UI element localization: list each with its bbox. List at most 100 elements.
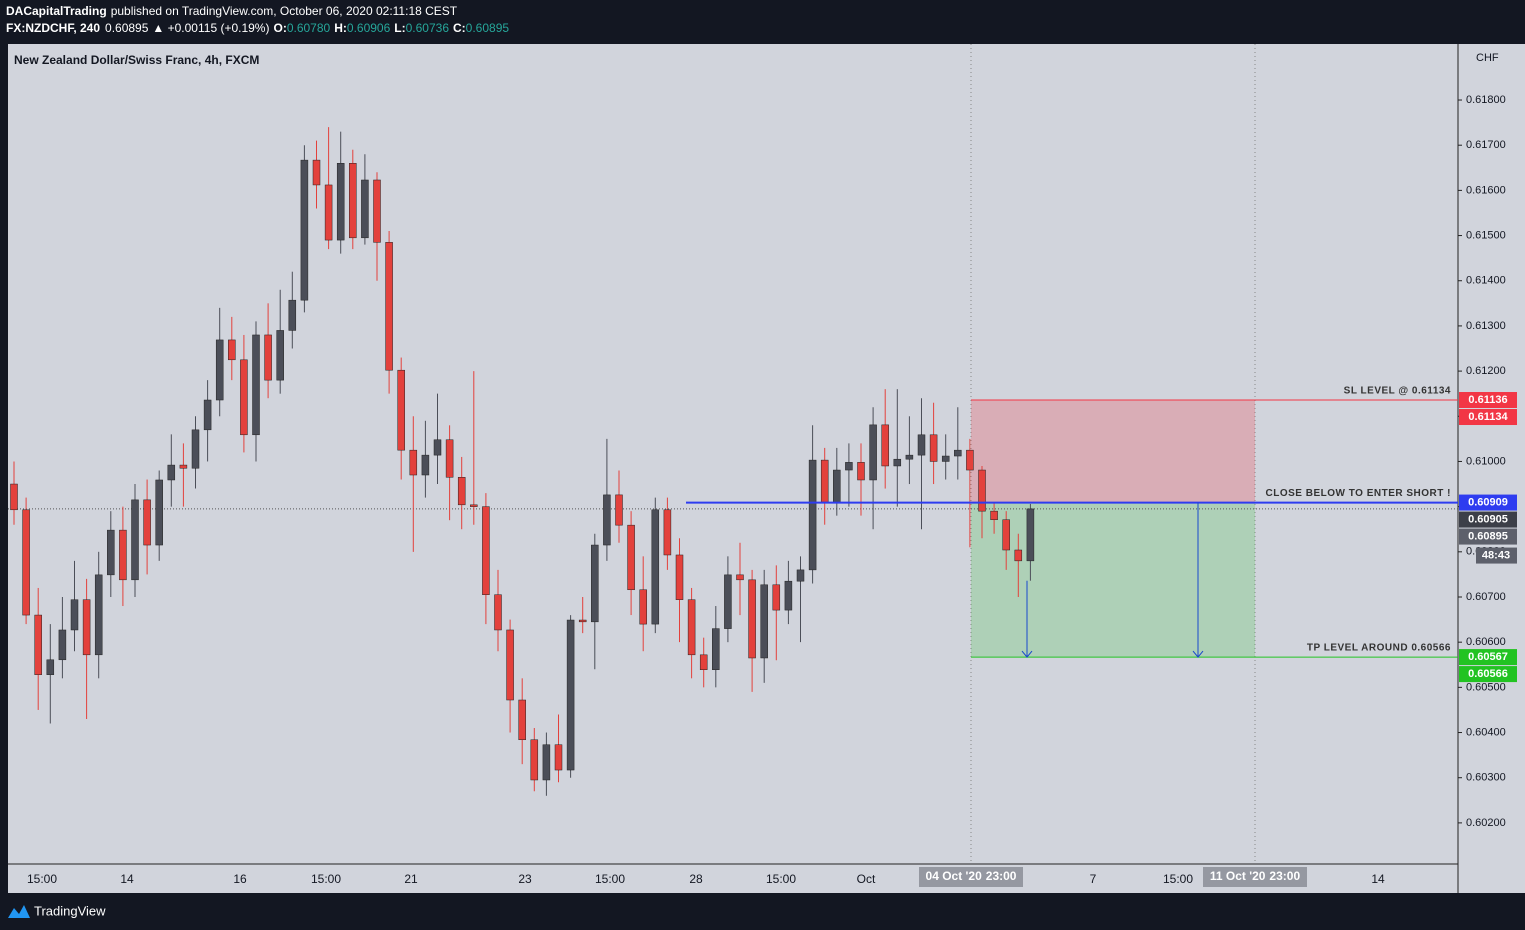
x-tick-label: 15:00 — [311, 872, 341, 886]
y-tick-label: 0.61000 — [1466, 455, 1506, 467]
x-tick-label: 15:00 — [595, 872, 625, 886]
ohlc-value: 0.60736 — [406, 21, 450, 35]
x-tick-label: 14 — [1371, 872, 1385, 886]
y-tick-label: 0.60700 — [1466, 591, 1506, 603]
candle-body — [494, 594, 502, 631]
candle-body — [1026, 508, 1035, 562]
candle-body — [966, 449, 974, 471]
countdown-tag — [1476, 547, 1517, 564]
candle-body — [591, 544, 599, 623]
y-tick-label: 0.60300 — [1466, 772, 1506, 784]
ohlc-key: L: — [394, 21, 405, 35]
candle-body — [70, 599, 79, 631]
candle-body — [228, 339, 236, 361]
candle-body — [869, 424, 877, 481]
candle-body — [82, 599, 91, 656]
ohlc-value: 0.60780 — [287, 21, 331, 35]
y-tick-label: 0.61600 — [1466, 184, 1506, 196]
candle-body — [639, 589, 647, 625]
candle-body — [252, 334, 260, 436]
price-tag-label: 0.60566 — [1468, 668, 1508, 680]
level-annotation: TP LEVEL AROUND 0.60566 — [1307, 643, 1451, 654]
candle-body — [905, 454, 914, 460]
candle-body — [470, 504, 478, 507]
candle-body — [421, 454, 430, 476]
candle-body — [385, 242, 393, 371]
candle-body — [699, 654, 708, 670]
x-tick-label: 15:00 — [27, 872, 57, 886]
candle-body — [929, 434, 938, 462]
candle-body — [107, 529, 115, 576]
candle-body — [10, 483, 18, 511]
price-tag — [1459, 666, 1517, 683]
candle-body — [361, 179, 369, 239]
candle-body — [506, 629, 514, 701]
candle-body — [167, 464, 176, 481]
candle-body — [324, 184, 333, 241]
candle-body — [542, 744, 551, 781]
candle-body — [397, 369, 405, 451]
candle-body — [566, 619, 575, 771]
y-tick-label: 0.60500 — [1466, 681, 1506, 693]
x-tick-label: 16 — [233, 872, 247, 886]
candle-body — [881, 424, 889, 467]
candle-body — [1002, 519, 1010, 551]
y-tick-label: 0.61800 — [1466, 94, 1506, 106]
candle-body — [22, 509, 30, 616]
price-tag — [1459, 409, 1517, 426]
candle-body — [712, 628, 720, 670]
candle-body — [845, 462, 853, 471]
candle-body — [954, 449, 962, 457]
range-date: 04 Oct '20 — [926, 869, 983, 883]
price-tag — [1459, 649, 1517, 666]
candle-body — [687, 599, 696, 656]
price-tag-label: 0.60909 — [1468, 496, 1508, 508]
candle-body — [603, 494, 611, 546]
range-time: 23:00 — [986, 869, 1017, 883]
candle-body — [833, 469, 841, 503]
price-tag — [1459, 528, 1517, 545]
header-bar — [0, 0, 1525, 44]
symbol: FX:NZDCHF, 240 — [6, 21, 100, 35]
change: ▲ +0.00115 (+0.19%) — [152, 21, 269, 35]
candle-body — [627, 524, 635, 591]
arrow-head — [1192, 650, 1204, 658]
candle-body — [651, 509, 660, 625]
range-date: 11 Oct '20 — [1210, 869, 1266, 883]
candle-body — [119, 529, 127, 581]
candle-body — [941, 455, 950, 462]
candle-body — [820, 459, 829, 503]
price-tag — [1459, 511, 1517, 528]
price-tag-label: 0.60905 — [1468, 513, 1508, 525]
candle-body — [578, 619, 587, 623]
plot-area — [8, 44, 1458, 864]
author: DACapitalTrading — [6, 4, 107, 18]
candle-body — [482, 506, 490, 595]
price-tag-label: 0.61134 — [1468, 411, 1508, 423]
y-tick-label: 0.61700 — [1466, 139, 1506, 151]
brand: TradingView — [34, 903, 106, 918]
candle-body — [554, 744, 563, 771]
arrow-head — [1021, 650, 1033, 658]
x-tick-label: 7 — [1090, 872, 1097, 886]
level-annotation: CLOSE BELOW TO ENTER SHORT ! — [1266, 488, 1451, 499]
ohlc-key: O: — [273, 21, 286, 35]
x-tick-label: 23 — [518, 872, 532, 886]
candle-body — [312, 159, 321, 186]
y-tick-label: 0.60600 — [1466, 636, 1506, 648]
x-tick-label: 28 — [689, 872, 703, 886]
candle-body — [203, 399, 212, 431]
candle-body — [917, 434, 926, 456]
header-line: DACapitalTrading published on TradingView… — [6, 4, 458, 18]
ohlc-value: 0.60906 — [347, 21, 391, 35]
candle-body — [300, 159, 309, 301]
candle-body — [857, 462, 865, 481]
candle-body — [288, 299, 297, 331]
candle-body — [990, 510, 998, 520]
header-line: FX:NZDCHF, 240 0.60895 ▲ +0.00115 (+0.19%)… — [6, 21, 509, 35]
candle-body — [893, 458, 902, 467]
candle-body — [615, 494, 623, 526]
countdown: 48:43 — [1482, 549, 1510, 561]
y-tick-label: 0.61500 — [1466, 229, 1506, 241]
